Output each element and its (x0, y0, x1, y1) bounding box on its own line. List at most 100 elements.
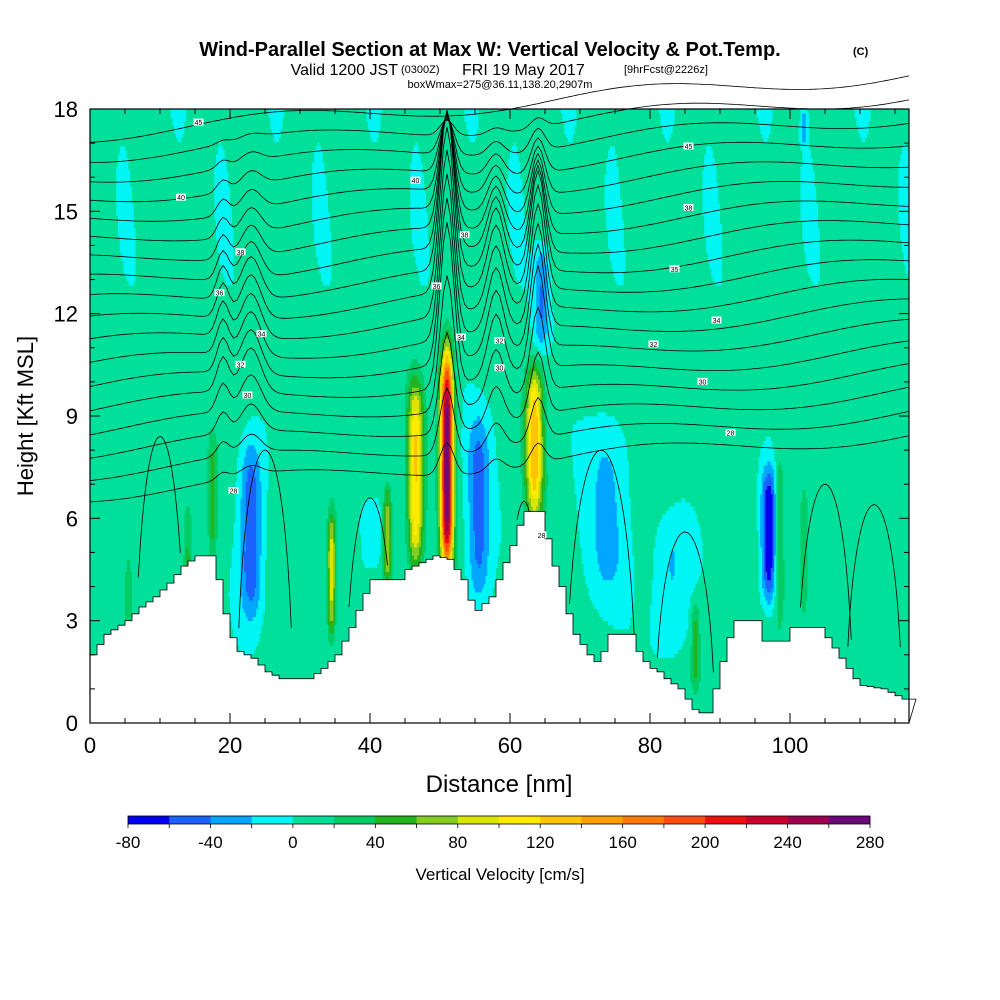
velocity-cell (279, 109, 282, 139)
velocity-cell (539, 501, 542, 519)
velocity-cell (275, 109, 278, 143)
velocity-cell (471, 424, 474, 581)
velocity-cell (333, 109, 336, 503)
velocity-cell (776, 109, 779, 724)
velocity-cell (440, 375, 443, 396)
velocity-cell (511, 109, 514, 147)
velocity-cell (385, 481, 388, 491)
velocity-cell (443, 493, 446, 523)
velocity-cell (763, 596, 766, 613)
velocity-cell (531, 477, 534, 495)
velocity-cell (685, 501, 688, 638)
velocity-cell (536, 358, 539, 368)
velocity-cell (473, 383, 476, 421)
velocity-cell (606, 579, 609, 622)
velocity-cell (744, 109, 747, 724)
velocity-cell (228, 109, 231, 188)
velocity-cell (441, 526, 444, 540)
velocity-cell (560, 109, 563, 114)
velocity-cell (602, 411, 605, 458)
velocity-cell (781, 109, 784, 470)
velocity-cell (240, 596, 243, 654)
velocity-cell (804, 252, 807, 491)
velocity-cell (504, 109, 507, 724)
velocity-cell (858, 133, 861, 724)
title-box-wmax: boxWmax=275@36.11,138.20,2907m (408, 79, 593, 91)
velocity-cell (231, 109, 234, 229)
velocity-cell (468, 137, 471, 384)
velocity-cell (615, 501, 618, 572)
velocity-cell (742, 109, 745, 724)
velocity-cell (900, 239, 903, 724)
velocity-cell (357, 109, 360, 724)
velocity-cell (532, 379, 535, 388)
velocity-cell (116, 215, 119, 724)
velocity-cell (319, 272, 322, 724)
velocity-cell (312, 162, 315, 225)
velocity-cell (753, 109, 756, 724)
velocity-cell (627, 109, 630, 462)
velocity-cell (609, 416, 612, 462)
velocity-cell (767, 579, 770, 593)
velocity-cell (441, 350, 444, 360)
velocity-cell (868, 109, 871, 122)
velocity-cell (247, 596, 250, 622)
theta-dome-contour (847, 504, 901, 648)
velocity-cell (186, 546, 189, 581)
velocity-cell (905, 272, 908, 724)
velocity-cell (580, 420, 583, 548)
velocity-cell (490, 109, 493, 417)
colorbar-tick-label: 200 (691, 833, 719, 852)
velocity-cell (375, 109, 378, 143)
velocity-cell (366, 109, 369, 122)
velocity-cell (604, 109, 607, 175)
velocity-cell (767, 485, 770, 581)
velocity-cell (377, 137, 380, 499)
velocity-cell (690, 109, 693, 507)
velocity-cell (389, 485, 392, 503)
velocity-cell (420, 526, 423, 556)
x-tick-label: 0 (84, 733, 96, 758)
velocity-cell (476, 387, 479, 417)
velocity-cell (529, 387, 532, 409)
velocity-cell (529, 354, 532, 368)
velocity-cell (585, 109, 588, 417)
velocity-cell (599, 461, 602, 572)
colorbar-segment (292, 816, 335, 824)
velocity-cell (531, 375, 534, 384)
velocity-cell (315, 145, 318, 257)
velocity-cell (739, 109, 742, 724)
velocity-cell (448, 334, 451, 343)
velocity-cell (254, 587, 257, 617)
velocity-cell (328, 506, 331, 523)
velocity-cell (331, 522, 334, 540)
velocity-cell (252, 444, 255, 470)
velocity-cell (532, 387, 535, 401)
velocity-cell (562, 109, 565, 122)
velocity-cell (469, 383, 472, 433)
theta-label-bg (536, 531, 547, 539)
velocity-cell (114, 109, 117, 724)
velocity-cell (527, 387, 530, 409)
velocity-cell (602, 456, 605, 581)
velocity-cell (461, 109, 464, 429)
velocity-cell (256, 416, 259, 454)
velocity-cell (326, 190, 329, 286)
colorbar-segment (705, 816, 747, 824)
velocity-cell (324, 285, 327, 724)
velocity-cell (231, 546, 234, 630)
velocity-cell (763, 465, 766, 482)
velocity-cell (464, 387, 467, 577)
theta-isoline (89, 110, 910, 281)
velocity-cell (333, 501, 336, 519)
velocity-cell (616, 285, 619, 421)
velocity-cell (317, 264, 320, 724)
velocity-cell (328, 522, 331, 552)
velocity-cell (693, 587, 696, 605)
velocity-cell (468, 501, 471, 601)
velocity-cell (326, 285, 329, 519)
velocity-cell (587, 416, 590, 589)
velocity-cell (469, 563, 472, 609)
velocity-cell (756, 473, 759, 532)
velocity-cell (377, 497, 380, 564)
